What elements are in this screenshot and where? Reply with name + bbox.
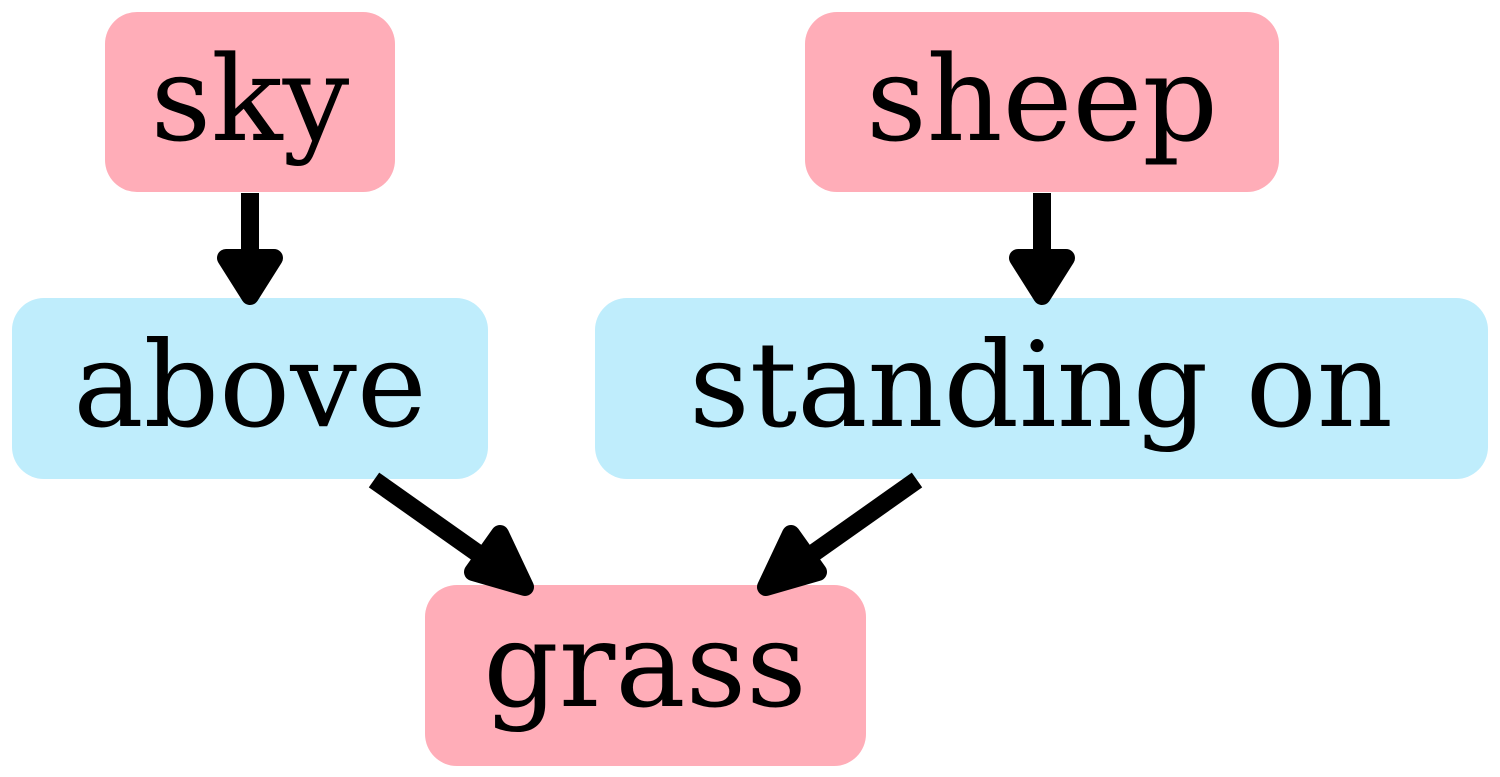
edge-above-to-grass bbox=[368, 472, 534, 596]
node-grass: grass bbox=[425, 585, 866, 766]
node-above: above bbox=[12, 298, 488, 479]
node-grass-box bbox=[425, 585, 866, 766]
node-sheep: sheep bbox=[805, 12, 1279, 192]
edge-above-to-grass-line bbox=[368, 472, 489, 565]
node-sheep-box bbox=[805, 12, 1279, 192]
node-sheep-label: sheep bbox=[866, 30, 1218, 168]
edge-standing-on-to-grass-line bbox=[802, 472, 923, 565]
edge-standing-on-to-grass bbox=[757, 472, 923, 596]
edge-sheep-to-standing-on bbox=[1009, 193, 1075, 305]
node-sky-box bbox=[105, 12, 395, 192]
node-standing-on-box bbox=[595, 298, 1488, 479]
edge-standing-on-to-grass-arrowhead bbox=[757, 525, 827, 596]
node-grass-label: grass bbox=[483, 596, 806, 734]
node-above-label: above bbox=[73, 316, 426, 454]
node-sky: sky bbox=[105, 12, 395, 192]
edge-sky-to-above-arrowhead bbox=[217, 249, 283, 305]
edge-sheep-to-standing-on-arrowhead bbox=[1009, 249, 1075, 305]
node-sky-label: sky bbox=[151, 30, 350, 168]
edge-sky-to-above bbox=[217, 193, 283, 305]
edge-above-to-grass-arrowhead bbox=[464, 525, 534, 596]
node-above-box bbox=[12, 298, 488, 479]
node-standing-on-label: standing on bbox=[689, 316, 1393, 454]
node-standing-on: standing on bbox=[595, 298, 1488, 479]
